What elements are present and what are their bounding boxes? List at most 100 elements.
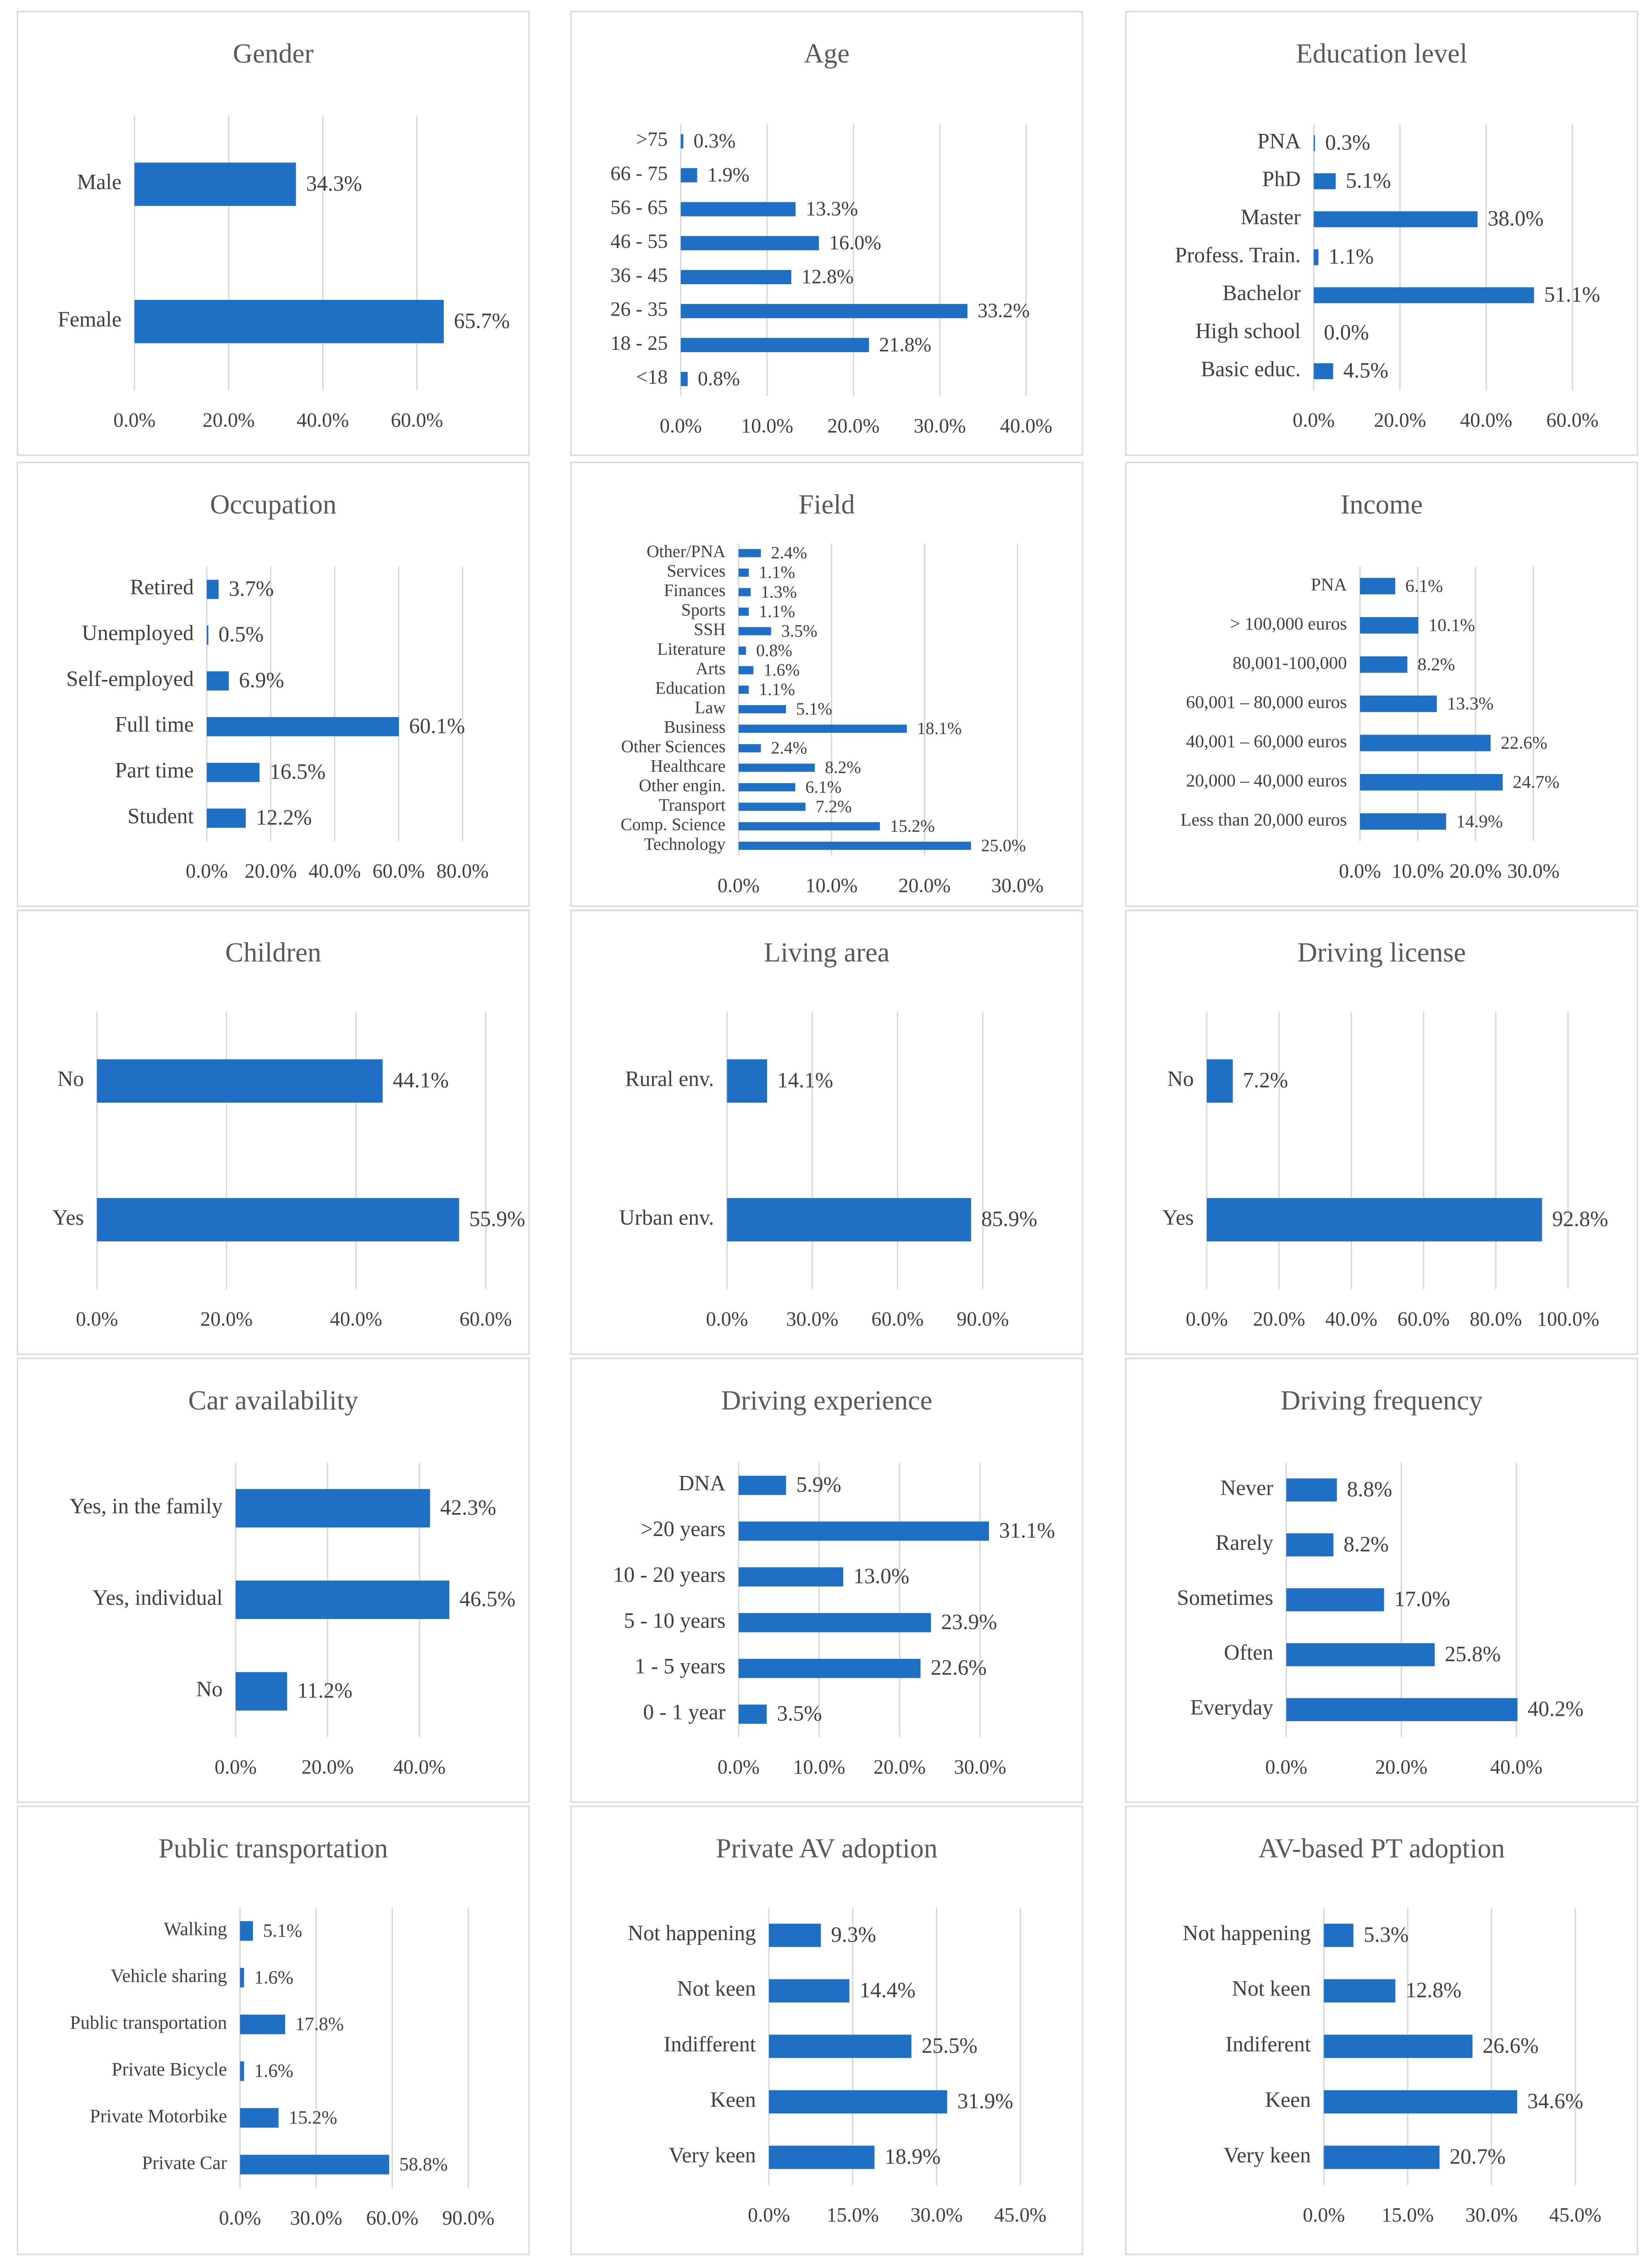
x-tick-label: 0.0%	[1293, 409, 1335, 431]
y-tick-label: Arts	[696, 659, 725, 678]
y-tick-label: 1 - 5 years	[635, 1655, 725, 1679]
bar	[1286, 1588, 1384, 1612]
bar	[240, 1968, 244, 1988]
y-tick-label: Private Motorbike	[90, 2105, 227, 2126]
bar	[240, 2061, 244, 2081]
value-label: 21.8%	[879, 333, 931, 356]
value-label: 1.9%	[707, 163, 750, 186]
x-tick-label: 20.0%	[203, 409, 255, 431]
bar	[738, 1567, 844, 1587]
value-label: 1.1%	[759, 602, 795, 621]
bar	[97, 1059, 383, 1103]
x-tick-label: 60.0%	[459, 1308, 512, 1330]
chart-panel: Driving frequency 0.0% 20.0% 40.0% Never 8.8%…	[1125, 1358, 1638, 1803]
value-label: 22.6%	[1501, 733, 1547, 753]
value-label: 8.2%	[1418, 654, 1455, 674]
y-tick-label: Sports	[681, 601, 726, 620]
bar	[1314, 249, 1319, 265]
value-label: 14.1%	[777, 1069, 833, 1093]
x-tick-label: 40.0%	[393, 1756, 446, 1778]
value-label: 0.8%	[756, 641, 792, 660]
chart-panel: Income 0.0% 10.0% 20.0% 30.0% PNA 6.1% > 100,00…	[1125, 461, 1638, 907]
bar	[1324, 1979, 1396, 2003]
x-tick-label: 20.0%	[873, 1756, 926, 1778]
value-label: 7.2%	[816, 797, 852, 816]
bar	[738, 627, 771, 636]
value-label: 12.8%	[1405, 1979, 1461, 2002]
y-tick-label: Urban env.	[619, 1206, 714, 1230]
y-tick-label: 26 - 35	[610, 298, 668, 321]
y-tick-label: Unemployed	[82, 621, 194, 645]
x-tick-label: 90.0%	[957, 1308, 1009, 1330]
bar	[738, 568, 749, 577]
chart-panel: Private AV adoption 0.0% 15.0% 30.0% 45.0% No…	[570, 1806, 1083, 2255]
x-tick-label: 10.0%	[793, 1756, 845, 1778]
value-label: 31.1%	[999, 1519, 1055, 1542]
chart-title: Age	[804, 39, 850, 69]
x-tick-label: 0.0%	[215, 1756, 257, 1778]
y-tick-label: Retired	[130, 575, 193, 599]
chart-title: Income	[1341, 489, 1423, 520]
value-label: 18.9%	[884, 2145, 940, 2169]
y-tick-label: 56 - 65	[610, 196, 668, 218]
bar	[206, 717, 399, 736]
y-tick-label: Female	[58, 308, 122, 332]
value-label: 0.3%	[1325, 131, 1370, 155]
value-label: 6.1%	[806, 778, 842, 797]
x-tick-label: 30.0%	[954, 1756, 1006, 1778]
value-label: 8.8%	[1347, 1477, 1392, 1501]
bar	[1206, 1198, 1542, 1242]
y-tick-label: Comp. Science	[621, 815, 726, 835]
y-tick-label: Rarely	[1216, 1531, 1273, 1555]
value-label: 40.2%	[1528, 1697, 1584, 1721]
bar	[769, 2145, 875, 2169]
bar	[738, 588, 751, 597]
bar	[738, 763, 815, 772]
panel-border	[1125, 461, 1638, 907]
bar	[206, 671, 229, 691]
value-label: 85.9%	[981, 1207, 1037, 1231]
y-tick-label: Never	[1221, 1476, 1274, 1500]
value-label: 14.4%	[860, 1979, 916, 2002]
y-tick-label: Less than 20,000 euros	[1181, 810, 1347, 830]
y-tick-label: Private Car	[142, 2152, 227, 2173]
x-tick-label: 60.0%	[872, 1308, 924, 1330]
value-label: 1.6%	[763, 660, 800, 680]
y-tick-label: Education	[655, 679, 725, 698]
y-tick-label: 60,001 – 80,000 euros	[1186, 692, 1347, 712]
value-label: 23.9%	[941, 1610, 997, 1634]
x-tick-label: 10.0%	[741, 415, 793, 437]
bar	[206, 808, 246, 828]
bar	[1360, 617, 1419, 634]
bar	[738, 705, 786, 713]
value-label: 0.0%	[1324, 321, 1369, 345]
value-label: 4.5%	[1343, 359, 1388, 383]
chart-panel: Driving experience 0.0% 10.0% 20.0% 30.0% DNA…	[570, 1358, 1083, 1803]
bar	[738, 685, 749, 694]
bar	[1286, 1643, 1435, 1666]
bar	[738, 1521, 989, 1541]
value-label: 15.2%	[289, 2107, 337, 2128]
value-label: 38.0%	[1488, 207, 1544, 231]
bar	[1314, 363, 1333, 379]
panel-border	[1125, 11, 1638, 456]
chart-title: Field	[799, 489, 855, 520]
y-tick-label: Self-employed	[66, 667, 194, 691]
bar	[738, 1613, 931, 1632]
chart-title: Driving frequency	[1281, 1385, 1483, 1415]
bar	[1314, 173, 1336, 189]
bar	[240, 1921, 253, 1941]
value-label: 12.2%	[256, 806, 312, 829]
y-tick-label: 46 - 55	[610, 230, 668, 252]
bar	[1206, 1059, 1233, 1103]
y-tick-label: DNA	[679, 1471, 725, 1495]
panel-border	[1125, 1806, 1638, 2255]
x-tick-label: 20.0%	[1253, 1308, 1305, 1330]
bar	[727, 1059, 768, 1103]
y-tick-label: Other engin.	[639, 776, 725, 796]
chart-panel: Driving license 0.0% 20.0% 40.0% 60.0% 80.0% 1…	[1125, 910, 1638, 1355]
y-tick-label: Yes, in the family	[70, 1494, 223, 1518]
y-tick-label: 10 - 20 years	[613, 1563, 725, 1587]
y-tick-label: SSH	[694, 620, 725, 639]
